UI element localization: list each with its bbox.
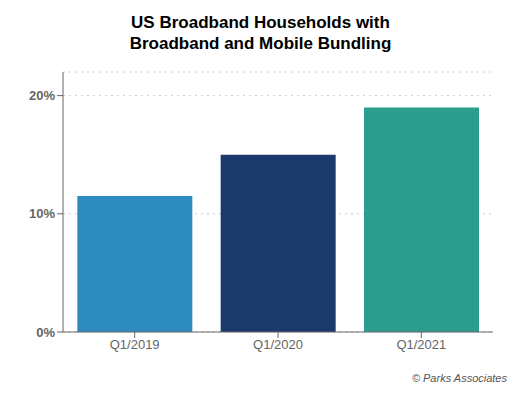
svg-text:Q1/2020: Q1/2020 [253, 337, 303, 352]
svg-text:Q1/2021: Q1/2021 [396, 337, 446, 352]
html-text:© Parks Associates: © Parks Associates [411, 372, 507, 384]
svg-text:10%: 10% [29, 206, 55, 221]
html-text:US Broadband Households with: US Broadband Households with [131, 13, 390, 32]
svg-text:20%: 20% [29, 88, 55, 103]
svg-text:Q1/2019: Q1/2019 [110, 337, 160, 352]
html-text:Broadband and Mobile Bundling: Broadband and Mobile Bundling [129, 34, 392, 53]
svg-text:0%: 0% [36, 325, 55, 340]
